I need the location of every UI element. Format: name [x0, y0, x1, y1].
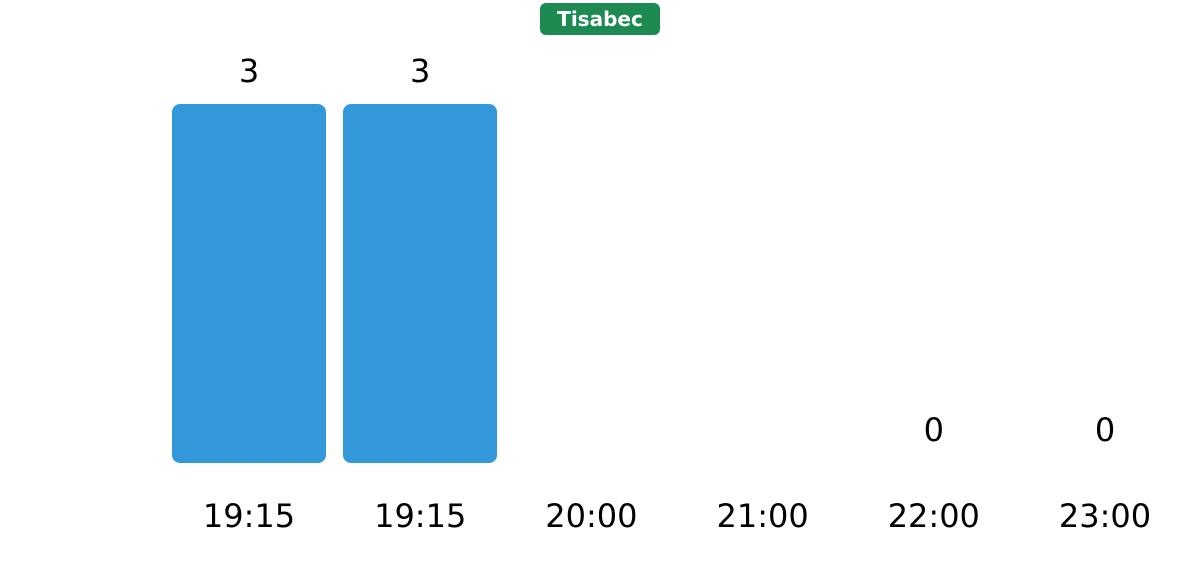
- value-label-5: 0: [1094, 411, 1116, 449]
- legend-item-tisabec[interactable]: Tisabec: [540, 3, 660, 35]
- x-tick-label-5: 23:00: [1058, 497, 1152, 535]
- x-tick-label-0: 19:15: [202, 497, 296, 535]
- x-tick-label-2: 20:00: [545, 497, 638, 535]
- bar-0[interactable]: [172, 104, 326, 463]
- bar-1[interactable]: [343, 104, 498, 463]
- x-tick-label-4: 22:00: [887, 497, 980, 535]
- value-label-1: 3: [410, 52, 431, 90]
- value-label-4: 0: [923, 411, 944, 449]
- x-tick-label-1: 19:15: [374, 497, 467, 535]
- x-tick-label-3: 21:00: [716, 497, 809, 535]
- value-label-0: 3: [238, 52, 260, 90]
